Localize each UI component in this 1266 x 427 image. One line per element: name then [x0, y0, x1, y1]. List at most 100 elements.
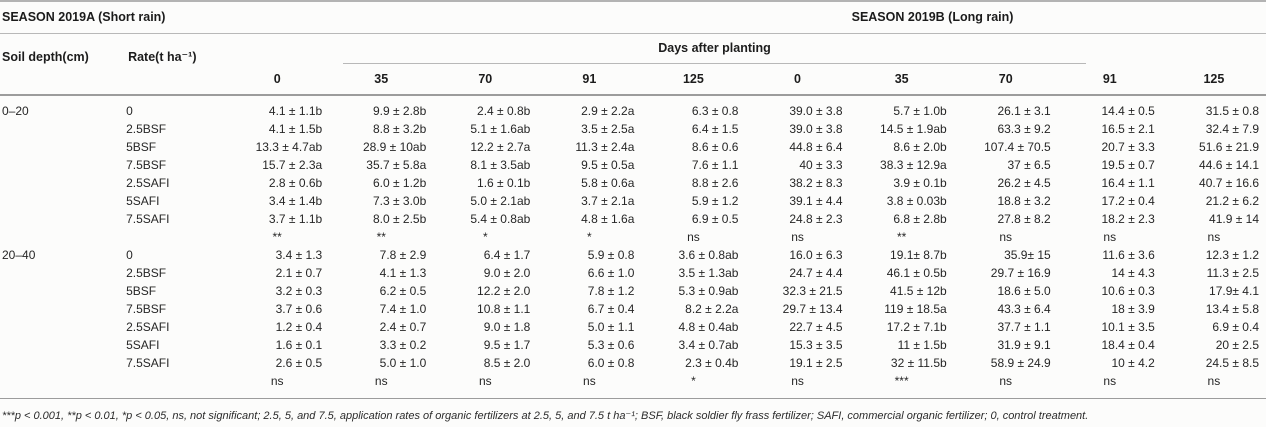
- significance-cell: **: [272, 229, 282, 244]
- value-cell: 8.6 ± 2.0b: [893, 139, 947, 154]
- value-cell: 8.1 ± 3.5ab: [470, 157, 531, 172]
- value-cell: 11.3 ± 2.4a: [575, 139, 635, 154]
- value-cell: 10.8 ± 1.1: [477, 301, 531, 316]
- value-cell: 18.8 ± 3.2: [997, 193, 1051, 208]
- value-cell: 63.3 ± 9.2: [997, 121, 1051, 136]
- value-cell: 6.0 ± 1.2b: [372, 175, 427, 190]
- value-cell: 3.6 ± 0.8ab: [678, 247, 739, 262]
- value-cell: 11 ± 1.5b: [897, 337, 947, 352]
- value-cell: 10.6 ± 0.3: [1101, 283, 1155, 298]
- value-cell: 3.4 ± 0.7ab: [678, 337, 739, 352]
- significance-cell: ns: [745, 371, 850, 399]
- value-cell: 5.0 ± 1.1: [587, 319, 635, 334]
- rate-cell: 5BSF: [126, 139, 157, 154]
- value-cell: 5.7 ± 1.0b: [893, 103, 947, 118]
- depth-cell: [0, 371, 127, 399]
- day-col-header: 35: [329, 63, 434, 96]
- value-cell: 18.2 ± 2.3: [1101, 211, 1155, 226]
- value-cell: 7.4 ± 1.0: [379, 301, 427, 316]
- value-cell: 16.0 ± 6.3: [789, 247, 843, 262]
- rate-cell: 2.5BSF: [126, 265, 167, 280]
- value-cell: 8.2 ± 2.2a: [685, 301, 739, 316]
- value-cell: 2.8 ± 0.6b: [268, 175, 323, 190]
- value-cell: 9.5 ± 1.7: [483, 337, 531, 352]
- value-cell: 9.0 ± 2.0: [483, 265, 531, 280]
- table-row: 5BSF 3.2 ± 0.3 6.2 ± 0.5 12.2 ± 2.0 7.8 ± 1…: [0, 282, 1266, 300]
- value-cell: 7.8 ± 1.2: [587, 283, 635, 298]
- value-cell: 24.7 ± 4.4: [789, 265, 843, 280]
- table-row: 7.5SAFI 3.7 ± 1.1b 8.0 ± 2.5b 5.4 ± 0.8ab 4…: [0, 210, 1266, 228]
- value-cell: 29.7 ± 13.4: [782, 301, 843, 316]
- value-cell: 35.9± 15: [1004, 247, 1051, 262]
- significance-cell: ns: [1057, 371, 1162, 399]
- value-cell: 2.4 ± 0.7: [379, 319, 427, 334]
- depth-cell: [0, 192, 126, 210]
- value-cell: 18.6 ± 5.0: [997, 283, 1051, 298]
- value-cell: 37.7 ± 1.1: [997, 319, 1051, 334]
- day-col-header: 0: [225, 63, 330, 96]
- significance-cell: **: [376, 229, 386, 244]
- significance-cell: **: [896, 229, 907, 244]
- spacer-cell: [126, 63, 226, 96]
- value-cell: 1.6 ± 0.1: [275, 337, 323, 352]
- value-cell: 31.5 ± 0.8: [1205, 103, 1259, 118]
- table-row: 2.5BSF 2.1 ± 0.7 4.1 ± 1.3 9.0 ± 2.0 6.6 ± …: [0, 264, 1266, 282]
- value-cell: 6.9 ± 0.4: [1212, 319, 1259, 334]
- value-cell: 8.8 ± 3.2b: [372, 121, 427, 136]
- value-cell: 21.2 ± 6.2: [1205, 193, 1259, 208]
- value-cell: 3.3 ± 0.2: [379, 337, 427, 352]
- value-cell: 26.2 ± 4.5: [997, 175, 1051, 190]
- value-cell: 3.8 ± 0.03b: [886, 193, 947, 208]
- value-cell: 10.1 ± 3.5: [1101, 319, 1155, 334]
- value-cell: 3.7 ± 1.1b: [268, 211, 323, 226]
- value-cell: 4.8 ± 0.4ab: [678, 319, 739, 334]
- value-cell: 28.9 ± 10ab: [362, 139, 427, 154]
- value-cell: 14.5 ± 1.9ab: [880, 121, 947, 136]
- value-cell: 2.4 ± 0.8b: [477, 103, 531, 118]
- significance-cell: ***: [849, 371, 954, 399]
- depth-cell: [0, 138, 126, 156]
- value-cell: 10 ± 4.2: [1111, 355, 1155, 370]
- value-cell: 19.1 ± 2.5: [789, 355, 843, 370]
- significance-cell: ns: [999, 229, 1013, 244]
- data-table: SEASON 2019A (Short rain) SEASON 2019B (…: [0, 0, 1266, 399]
- rate-cell: 0: [126, 247, 133, 262]
- value-cell: 8.5 ± 2.0: [483, 355, 531, 370]
- value-cell: 7.6 ± 1.1: [691, 157, 739, 172]
- table-row: 5SAFI 1.6 ± 0.1 3.3 ± 0.2 9.5 ± 1.7 5.3 ± 0…: [0, 336, 1266, 354]
- significance-row: ** ** * * ns ns ** ns ns ns: [0, 228, 1266, 246]
- significance-cell: ns: [953, 371, 1058, 399]
- depth-cell: [0, 336, 126, 354]
- value-cell: 17.2 ± 7.1b: [886, 319, 947, 334]
- value-cell: 20 ± 2.5: [1215, 337, 1259, 352]
- value-cell: 4.1 ± 1.1b: [268, 103, 323, 118]
- value-cell: 20.7 ± 3.3: [1101, 139, 1155, 154]
- value-cell: 2.3 ± 0.4b: [685, 355, 739, 370]
- value-cell: 2.6 ± 0.5: [275, 355, 323, 370]
- rate-cell: 5BSF: [126, 283, 157, 298]
- rate-cell: [126, 228, 225, 246]
- value-cell: 43.3 ± 6.4: [997, 301, 1051, 316]
- value-cell: 32.4 ± 7.9: [1205, 121, 1259, 136]
- significance-cell: ns: [537, 371, 642, 399]
- table-row: 7.5BSF 3.7 ± 0.6 7.4 ± 1.0 10.8 ± 1.1 6.7 ±…: [0, 300, 1266, 318]
- value-cell: 26.1 ± 3.1: [997, 103, 1051, 118]
- value-cell: 3.7 ± 0.6: [275, 301, 323, 316]
- value-cell: 5.3 ± 0.6: [587, 337, 635, 352]
- value-cell: 3.4 ± 1.4b: [268, 193, 323, 208]
- rate-cell: 2.5BSF: [126, 121, 167, 136]
- depth-cell: [0, 300, 126, 318]
- footnote: ***p < 0.001, **p < 0.01, *p < 0.05, ns,…: [2, 409, 1089, 422]
- value-cell: 24.8 ± 2.3: [789, 211, 843, 226]
- value-cell: 3.2 ± 0.3: [275, 283, 323, 298]
- value-cell: 9.5 ± 0.5a: [581, 157, 635, 172]
- significance-cell: *: [641, 371, 746, 399]
- rate-cell: 2.5SAFI: [126, 319, 170, 334]
- group-header-row: Soil depth(cm) Rate(t ha⁻¹) Days after p…: [0, 34, 1266, 64]
- season-b-header: SEASON 2019B (Long rain): [849, 1, 1266, 34]
- value-cell: 6.8 ± 2.8b: [893, 211, 947, 226]
- significance-cell: ns: [225, 371, 330, 399]
- spanner-cell: Days after planting: [329, 34, 1162, 64]
- value-cell: 39.0 ± 3.8: [789, 121, 843, 136]
